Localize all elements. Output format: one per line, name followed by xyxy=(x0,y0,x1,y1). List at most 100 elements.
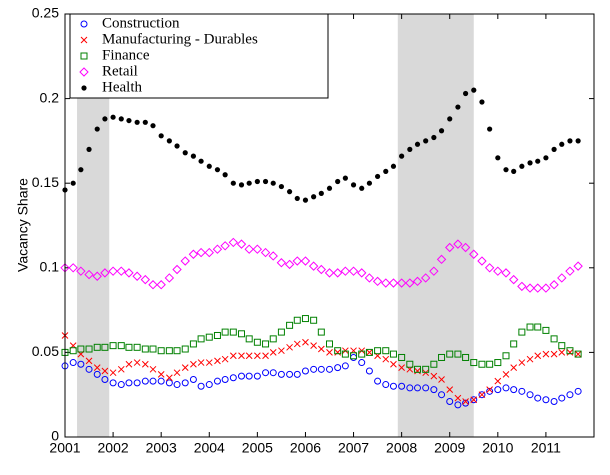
marker xyxy=(478,360,486,368)
marker xyxy=(238,352,245,360)
marker xyxy=(180,256,190,266)
marker xyxy=(406,360,414,368)
marker xyxy=(438,128,445,134)
marker xyxy=(462,353,470,361)
marker xyxy=(310,365,318,373)
marker xyxy=(557,273,567,283)
marker xyxy=(245,352,253,360)
marker xyxy=(510,340,518,348)
marker xyxy=(574,350,582,358)
marker xyxy=(134,119,140,125)
marker xyxy=(382,355,390,363)
marker xyxy=(454,401,462,409)
marker xyxy=(390,163,397,169)
marker xyxy=(92,271,102,281)
marker xyxy=(558,349,566,356)
marker xyxy=(534,323,542,331)
marker xyxy=(206,163,212,169)
marker xyxy=(566,391,574,399)
marker xyxy=(486,386,493,393)
marker xyxy=(478,391,486,399)
marker xyxy=(348,266,359,276)
legend-marker xyxy=(80,20,88,28)
marker xyxy=(108,266,118,276)
marker xyxy=(573,261,583,271)
marker xyxy=(268,251,278,261)
marker xyxy=(140,274,151,285)
marker xyxy=(126,117,132,124)
marker xyxy=(501,268,511,278)
marker xyxy=(326,340,333,348)
legend-label: Health xyxy=(102,79,142,95)
marker xyxy=(390,360,397,368)
marker xyxy=(262,369,270,377)
marker xyxy=(436,254,447,265)
marker xyxy=(116,266,126,276)
marker xyxy=(550,350,558,358)
marker xyxy=(542,326,550,334)
marker xyxy=(542,396,550,404)
legend-marker xyxy=(80,36,88,44)
marker xyxy=(365,367,373,375)
marker xyxy=(148,280,158,290)
marker xyxy=(470,396,478,404)
marker xyxy=(188,249,199,259)
marker xyxy=(366,349,373,356)
marker xyxy=(542,350,550,358)
marker xyxy=(549,280,559,290)
marker xyxy=(518,328,526,336)
marker xyxy=(173,381,181,389)
marker xyxy=(479,99,485,105)
marker xyxy=(342,175,348,181)
marker xyxy=(245,335,253,343)
marker xyxy=(141,345,149,353)
marker xyxy=(518,359,526,366)
marker xyxy=(166,374,173,382)
marker xyxy=(398,353,406,361)
marker xyxy=(494,359,502,367)
marker xyxy=(502,371,510,378)
marker xyxy=(245,372,253,380)
marker xyxy=(212,244,223,254)
marker xyxy=(252,244,263,254)
marker xyxy=(228,237,239,248)
marker xyxy=(493,266,503,276)
marker xyxy=(406,384,414,392)
marker xyxy=(150,123,156,129)
marker xyxy=(462,398,469,405)
marker xyxy=(190,360,197,368)
marker xyxy=(149,365,157,373)
x-tick-label: 2004 xyxy=(194,440,225,456)
marker xyxy=(414,141,421,147)
marker xyxy=(100,268,110,278)
marker xyxy=(293,370,301,378)
marker xyxy=(382,381,390,389)
marker xyxy=(534,394,542,402)
marker xyxy=(382,347,390,355)
y-tick-label: 0.2 xyxy=(40,89,60,105)
y-tick-label: 0 xyxy=(51,428,59,444)
x-tick-label: 2002 xyxy=(98,440,129,456)
marker xyxy=(197,359,205,366)
marker xyxy=(165,379,173,387)
marker xyxy=(77,345,85,353)
marker xyxy=(198,158,204,164)
marker xyxy=(229,374,237,382)
marker xyxy=(189,340,197,348)
marker xyxy=(166,138,172,144)
marker xyxy=(372,276,383,287)
marker xyxy=(125,360,133,368)
y-tick-label: 0.05 xyxy=(32,343,59,359)
x-tick-label: 2003 xyxy=(146,440,177,456)
marker xyxy=(486,360,494,368)
marker xyxy=(174,143,180,149)
marker xyxy=(230,180,236,186)
marker xyxy=(438,391,446,399)
marker xyxy=(109,342,117,350)
marker xyxy=(414,384,422,392)
marker xyxy=(164,273,175,283)
marker xyxy=(311,194,317,200)
marker xyxy=(334,347,342,355)
marker xyxy=(156,280,166,290)
marker xyxy=(471,87,477,93)
